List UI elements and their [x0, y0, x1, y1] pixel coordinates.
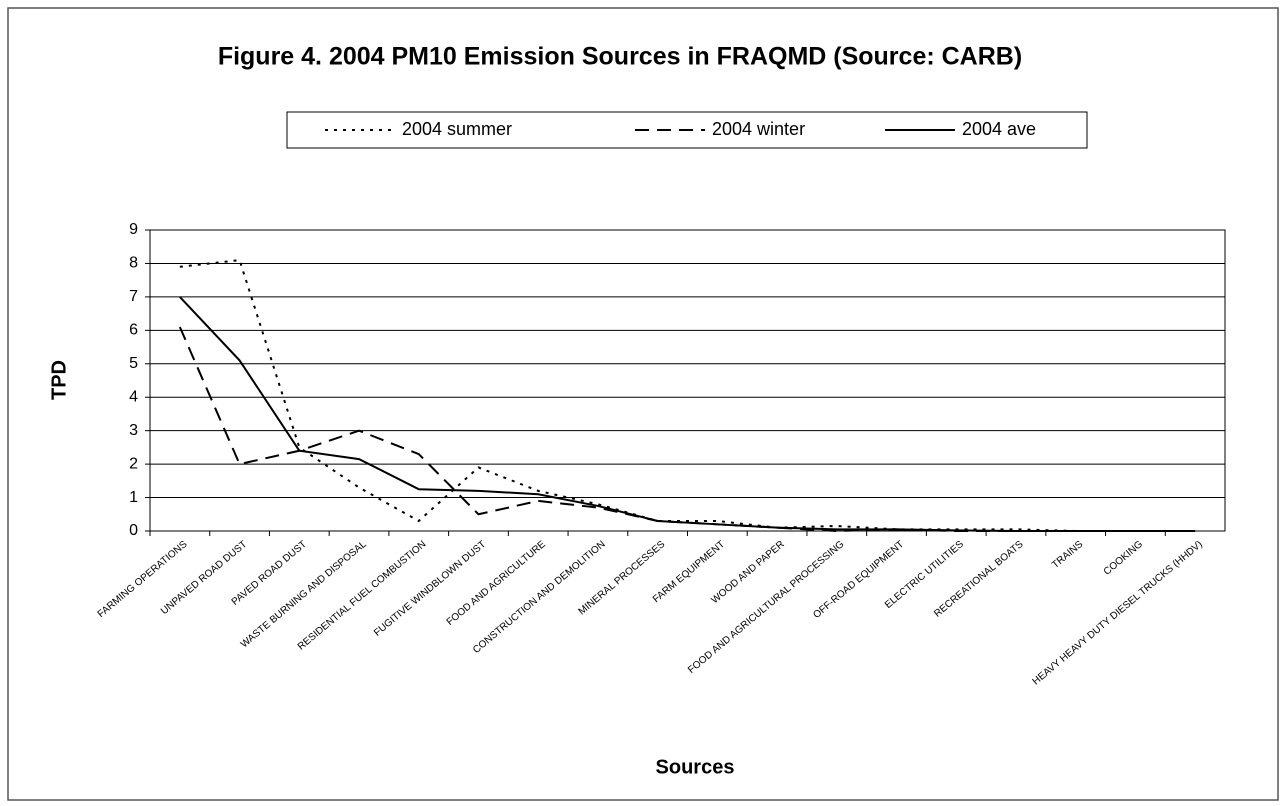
x-tick-label: COOKING	[1102, 539, 1145, 578]
x-tick-label: FOOD AND AGRICULTURE	[445, 539, 548, 628]
chart-border	[7, 7, 1279, 801]
chart-title: Figure 4. 2004 PM10 Emission Sources in …	[218, 43, 1022, 71]
series-line	[178, 326, 1196, 533]
legend-label: 2004 winter	[712, 119, 805, 139]
x-tick-label: TRAINS	[1050, 539, 1085, 571]
y-tick-label: 8	[129, 255, 138, 272]
y-tick-label: 5	[129, 355, 138, 372]
x-tick-label: FUGITIVE WINDBLOWN DUST	[372, 539, 488, 639]
x-tick-label: WASTE BURNING AND DISPOSAL	[239, 539, 369, 651]
x-tick-label: CONSTRUCTION AND DEMOLITION	[471, 539, 607, 656]
legend-box	[286, 111, 1088, 149]
legend-label: 2004 summer	[402, 119, 512, 139]
legend-label: 2004 ave	[962, 119, 1036, 139]
y-axis-title: TPD	[48, 360, 70, 400]
y-tick-label: 1	[129, 489, 138, 506]
y-tick-label: 0	[129, 522, 138, 539]
y-tick-label: 6	[129, 322, 138, 339]
x-tick-label: RESIDENTIAL FUEL COMBUSTION	[296, 539, 428, 653]
y-tick-label: 4	[129, 388, 138, 405]
y-tick-label: 9	[129, 221, 138, 238]
series-line	[179, 296, 1196, 532]
plot-area	[149, 229, 1226, 532]
y-tick-label: 2	[129, 455, 138, 472]
y-tick-label: 3	[129, 422, 138, 439]
y-tick-label: 7	[129, 288, 138, 305]
x-axis-title: Sources	[656, 756, 735, 778]
series-line	[179, 259, 1196, 532]
